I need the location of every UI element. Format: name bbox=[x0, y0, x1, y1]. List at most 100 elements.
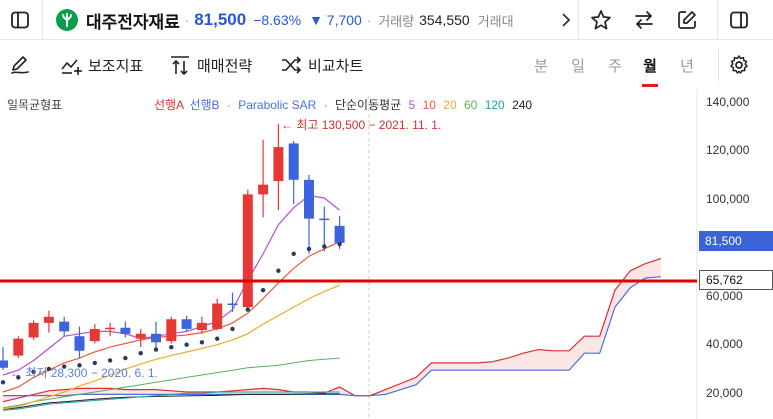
max-price-annotation: ← 최고 130,500 − 2021. 11. 1. bbox=[281, 118, 442, 132]
up-down-arrows-icon bbox=[171, 56, 189, 75]
period-minute[interactable]: 분 bbox=[534, 57, 548, 75]
chart-toolbar: 보조지표 매매전략 비교차트 분 일 주 월 년 bbox=[0, 41, 773, 89]
candle-body bbox=[151, 333, 161, 343]
sar-dot bbox=[0, 380, 6, 385]
sar-dot bbox=[276, 268, 281, 273]
top-bar: 대주전자재료 · 81,500 −8.63% ▼ 7,700 · 거래량 354… bbox=[0, 0, 773, 40]
compare-button[interactable]: 비교차트 bbox=[280, 41, 363, 89]
indicator-chart-icon bbox=[61, 59, 82, 75]
price-axis-label: 20,000 bbox=[706, 386, 743, 400]
candle-body bbox=[28, 322, 39, 338]
current-price-tag: 81,500 bbox=[699, 231, 773, 251]
sar-dot bbox=[77, 363, 82, 368]
legend-span-a: 선행A bbox=[154, 98, 185, 112]
change-amount: ▼ 7,700 bbox=[309, 12, 362, 28]
compare-label: 비교차트 bbox=[308, 57, 364, 75]
candle-body bbox=[212, 303, 223, 329]
sar-dot bbox=[245, 307, 250, 312]
indicator-legend: 선행A 선행B · Parabolic SAR · 단순이동평균 5 10 20… bbox=[154, 96, 536, 113]
candle-body bbox=[59, 321, 70, 332]
sar-dot bbox=[107, 358, 113, 363]
candle-body bbox=[196, 322, 207, 331]
sar-dot bbox=[61, 364, 67, 369]
trade-amount-label: 거래대 bbox=[477, 13, 514, 29]
pen-icon[interactable] bbox=[8, 53, 32, 77]
volume-label: 거래량 bbox=[378, 13, 415, 29]
chevron-right-icon[interactable] bbox=[556, 8, 576, 32]
legend-dot: · bbox=[323, 98, 328, 112]
strategy-label: 매매전략 bbox=[197, 57, 253, 75]
price-axis-label: 140,000 bbox=[706, 95, 750, 109]
period-month[interactable]: 월 bbox=[643, 57, 657, 75]
candle-body bbox=[258, 184, 269, 195]
legend-ma5: 5 bbox=[408, 98, 416, 112]
legend-ma120: 120 bbox=[484, 98, 505, 112]
candle-body bbox=[227, 303, 238, 305]
strategy-button[interactable]: 매매전략 bbox=[169, 41, 252, 89]
sar-dot bbox=[291, 251, 296, 256]
price-axis-label: 40,000 bbox=[706, 337, 743, 351]
candle-body bbox=[242, 194, 253, 308]
divider bbox=[42, 0, 43, 40]
candle-body bbox=[166, 319, 177, 342]
candle-body bbox=[181, 319, 192, 329]
candle-body bbox=[273, 147, 284, 182]
leading-span-a-line bbox=[2, 258, 662, 403]
ma60-line bbox=[2, 357, 340, 409]
divider bbox=[578, 0, 579, 40]
star-icon[interactable] bbox=[589, 8, 613, 32]
settings-gear-icon[interactable] bbox=[727, 53, 751, 77]
edit-icon[interactable] bbox=[675, 8, 699, 32]
sar-dot bbox=[322, 244, 327, 249]
period-year[interactable]: 년 bbox=[680, 57, 694, 75]
sar-dot bbox=[230, 326, 235, 332]
candle-body bbox=[89, 328, 100, 342]
legend-dot: · bbox=[226, 98, 231, 112]
volume-value: 354,550 bbox=[419, 12, 470, 28]
legend-ma240: 240 bbox=[512, 98, 533, 112]
candle-body bbox=[304, 179, 314, 219]
legend-ma20: 20 bbox=[443, 98, 457, 112]
price-axis-label: 60,000 bbox=[706, 289, 743, 303]
current-price: 81,500 bbox=[194, 10, 247, 29]
legend-sar: Parabolic SAR bbox=[238, 98, 317, 112]
sar-dot bbox=[138, 351, 143, 356]
separator-dot: · bbox=[184, 12, 190, 28]
sar-dot bbox=[337, 241, 342, 247]
sar-dot bbox=[92, 360, 98, 366]
sar-dot bbox=[16, 375, 21, 380]
sar-dot bbox=[199, 340, 205, 345]
legend-ma10: 10 bbox=[422, 98, 436, 112]
horizontal-line-tag[interactable]: 65,762 bbox=[699, 270, 773, 290]
sar-dot bbox=[153, 347, 159, 352]
min-price-annotation: ← 최저 28,300 − 2020. 6. 1. bbox=[10, 366, 158, 380]
ma20-line bbox=[2, 284, 340, 410]
sar-dot bbox=[31, 369, 36, 375]
panel-toggle-icon[interactable] bbox=[727, 8, 751, 32]
divider bbox=[717, 0, 718, 40]
candle-body bbox=[120, 327, 131, 334]
stock-name[interactable]: 대주전자재료 bbox=[86, 12, 180, 32]
sar-dot bbox=[215, 336, 220, 341]
candle-body bbox=[334, 225, 345, 243]
candle-body bbox=[43, 316, 54, 323]
shuffle-icon bbox=[282, 56, 302, 74]
change-percent: −8.63% bbox=[253, 12, 302, 28]
sar-dot bbox=[46, 366, 52, 372]
ticker-info: 대주전자재료 · 81,500 −8.63% ▼ 7,700 · 거래량 354… bbox=[56, 0, 556, 40]
period-day[interactable]: 일 bbox=[571, 57, 585, 75]
candle-body bbox=[74, 336, 85, 351]
sar-dot bbox=[260, 287, 266, 293]
swap-arrows-icon[interactable] bbox=[632, 8, 656, 32]
sidebar-toggle-icon[interactable] bbox=[8, 8, 32, 32]
period-week[interactable]: 주 bbox=[608, 57, 622, 75]
company-logo bbox=[56, 9, 78, 31]
indicators-button[interactable]: 보조지표 bbox=[60, 41, 143, 89]
ma120-line bbox=[2, 391, 340, 411]
ichimoku-cloud bbox=[3, 258, 661, 402]
sar-dot bbox=[123, 355, 128, 361]
active-period-indicator bbox=[642, 84, 658, 87]
legend-span-b: 선행B bbox=[189, 98, 220, 112]
candle-body bbox=[105, 327, 116, 330]
